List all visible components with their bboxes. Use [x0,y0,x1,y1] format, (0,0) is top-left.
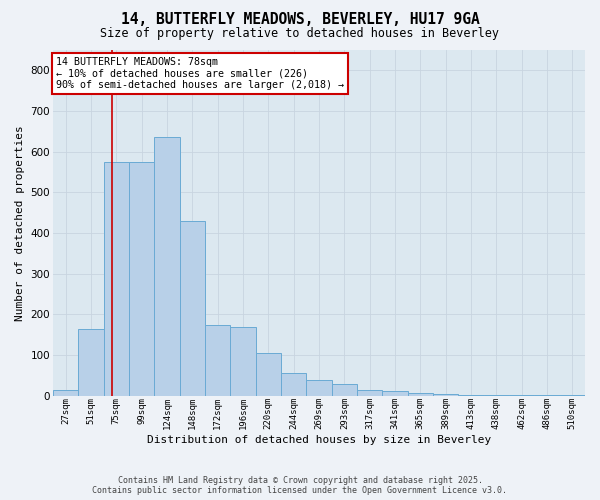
Bar [357,390,382,396]
Bar [179,221,205,396]
Bar [154,138,179,396]
Bar [281,374,307,396]
Bar [484,395,509,396]
Y-axis label: Number of detached properties: Number of detached properties [15,125,25,321]
X-axis label: Distribution of detached houses by size in Beverley: Distribution of detached houses by size … [147,435,491,445]
Bar [230,326,256,396]
Bar [129,162,154,396]
Text: Size of property relative to detached houses in Beverley: Size of property relative to detached ho… [101,28,499,40]
Bar [433,394,458,396]
Bar [382,391,407,396]
Text: 14 BUTTERFLY MEADOWS: 78sqm
← 10% of detached houses are smaller (226)
90% of se: 14 BUTTERFLY MEADOWS: 78sqm ← 10% of det… [56,57,344,90]
Bar [332,384,357,396]
Text: 14, BUTTERFLY MEADOWS, BEVERLEY, HU17 9GA: 14, BUTTERFLY MEADOWS, BEVERLEY, HU17 9G… [121,12,479,28]
Bar [256,353,281,396]
Text: Contains HM Land Registry data © Crown copyright and database right 2025.
Contai: Contains HM Land Registry data © Crown c… [92,476,508,495]
Bar [53,390,78,396]
Bar [78,328,104,396]
Bar [407,392,433,396]
Bar [205,324,230,396]
Bar [458,394,484,396]
Bar [307,380,332,396]
Bar [560,395,585,396]
Bar [104,162,129,396]
